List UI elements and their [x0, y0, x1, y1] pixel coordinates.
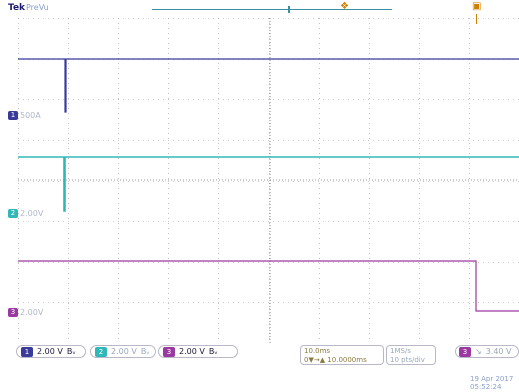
graticule-svg	[18, 18, 519, 343]
ch1-marker[interactable]: 1 500A	[8, 111, 41, 120]
ch3-volts-div: 2.00 V	[179, 347, 205, 356]
trigger-position-icon[interactable]: ❖	[340, 1, 349, 12]
ch3-badge: 3	[8, 308, 18, 317]
trigger-slope-icon: ↘	[475, 347, 482, 356]
trigger-level-line	[476, 14, 477, 24]
ch3-marker[interactable]: 3 2.00V	[8, 308, 43, 317]
ch3-readout-badge: 3	[163, 346, 175, 357]
ch2-scale-label: 2.00V	[20, 209, 44, 218]
trigger-source-badge: 3	[459, 346, 471, 357]
ch1-scale-label: 500A	[20, 111, 41, 120]
ch3-readout[interactable]: 3 2.00 V Bᵥ	[158, 345, 238, 358]
time-per-div: 10.0ms	[304, 347, 331, 355]
brand-logo: Tek	[8, 3, 26, 13]
ch2-badge: 2	[8, 209, 18, 218]
acquisition-readout[interactable]: 1MS/s 10 pts/div	[386, 345, 436, 365]
ch1-readout-badge: 1	[21, 346, 33, 357]
time: 05:52:24	[470, 383, 502, 391]
horizontal-position: 0▼→▲ 10.0000ms	[304, 356, 367, 364]
record-bar	[152, 9, 392, 10]
acquisition-mode: PreVu	[26, 3, 49, 12]
ch2-waveform	[18, 156, 519, 212]
ch2-readout[interactable]: 2 2.00 V Bᵥ	[90, 345, 156, 358]
ch1-waveform	[18, 58, 519, 113]
date: 19 Apr 2017	[470, 375, 514, 383]
sample-rate: 1MS/s	[390, 347, 411, 355]
ch2-bw-icon: Bᵥ	[140, 347, 150, 356]
ch2-marker[interactable]: 2 2.00V	[8, 209, 43, 218]
ch2-readout-badge: 2	[95, 346, 107, 357]
trigger-level-icon[interactable]: ▣	[472, 1, 482, 12]
ch1-bw-icon: Bᵥ	[66, 347, 76, 356]
ch3-waveform	[18, 260, 519, 312]
ch2-volts-div: 2.00 V	[111, 347, 137, 356]
top-bar: Tek PreVu ❖ ▣	[0, 0, 519, 24]
trigger-level: 3.40 V	[485, 347, 512, 356]
date-time-readout: 19 Apr 2017 05:52:24	[470, 375, 513, 391]
trigger-readout[interactable]: 3 ↘ 3.40 V	[455, 345, 519, 358]
timebase-readout[interactable]: 10.0ms 0▼→▲ 10.0000ms	[300, 345, 384, 365]
record-length: 10 pts/div	[390, 356, 425, 364]
ch3-scale-label: 2.00V	[20, 308, 44, 317]
ch3-bw-icon: Bᵥ	[208, 347, 218, 356]
status-bar: 1 2.00 V Bᵥ 2 2.00 V Bᵥ 3 2.00 V Bᵥ 10.0…	[0, 343, 519, 365]
ch1-readout[interactable]: 1 2.00 V Bᵥ	[16, 345, 86, 358]
ch1-volts-div: 2.00 V	[37, 347, 63, 356]
waveform-display[interactable]: 1 500A 2 2.00V 3 2.00V	[8, 18, 519, 343]
ch1-badge: 1	[8, 111, 18, 120]
record-window-marker	[288, 6, 290, 13]
